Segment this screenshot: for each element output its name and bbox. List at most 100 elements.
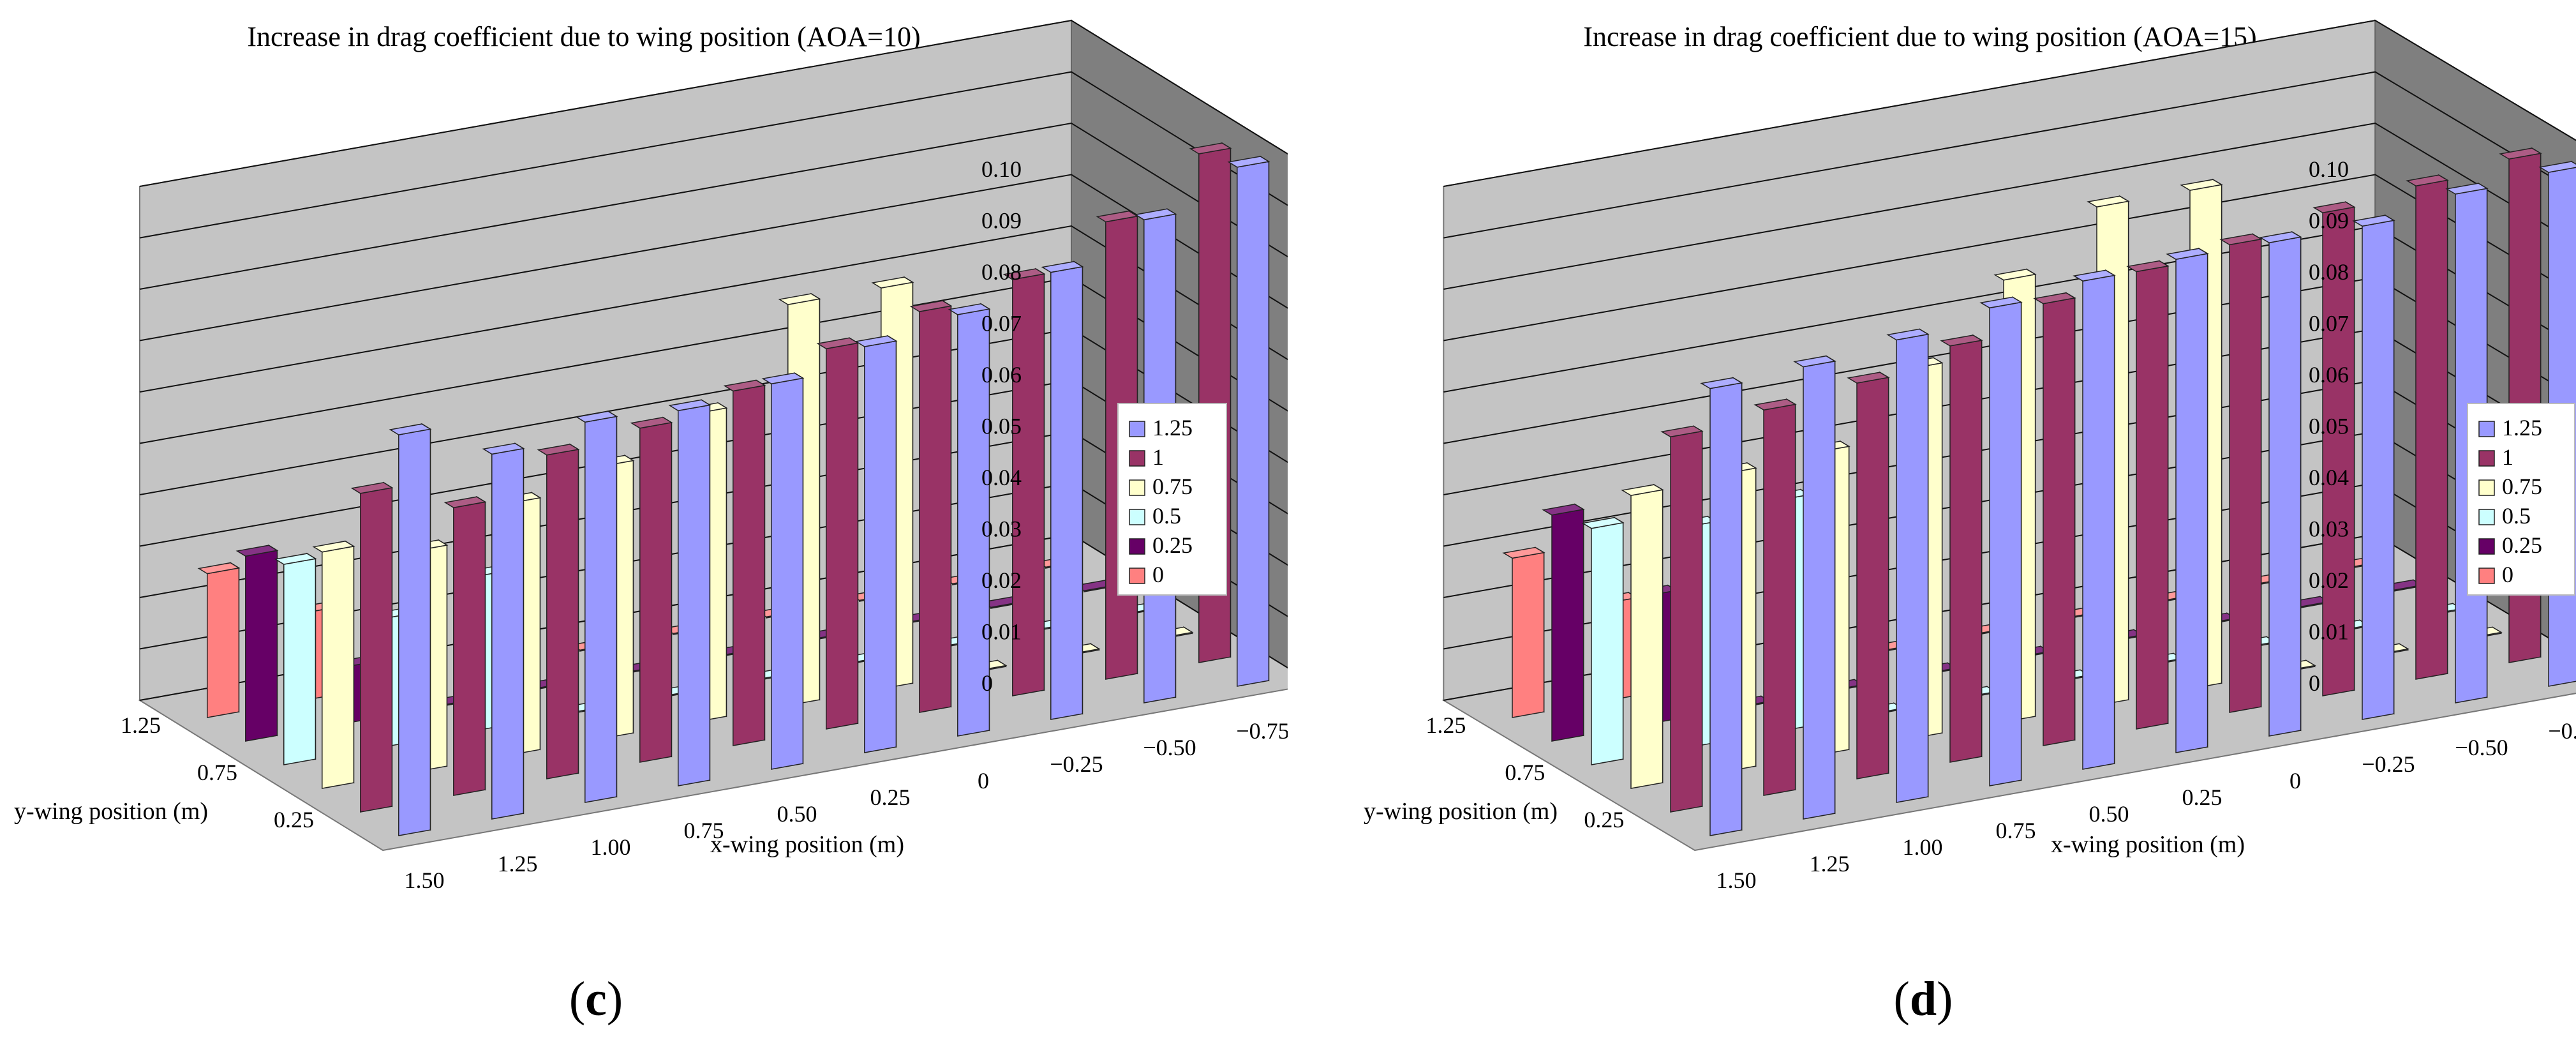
x-tick-label: 1.25 bbox=[1810, 851, 1850, 876]
bar-1_25-0 bbox=[389, 423, 432, 836]
figure-caption: (d) bbox=[1894, 972, 1953, 1026]
legend-label: 0 bbox=[1152, 562, 1164, 587]
x-tick-label: 0.75 bbox=[1996, 818, 2036, 843]
bar-1-1 bbox=[1753, 398, 1797, 796]
y-tick-label: 0.25 bbox=[274, 807, 314, 832]
bar-0-0 bbox=[197, 562, 241, 718]
y-tick-label: 1.25 bbox=[121, 712, 161, 738]
z-tick-label: 0.07 bbox=[981, 311, 1022, 336]
z-tick-label: 0.04 bbox=[2309, 465, 2349, 490]
y-axis-ticks: 1.25 0.75 0.25 bbox=[121, 712, 314, 832]
x-tick-label: 0.50 bbox=[777, 801, 817, 827]
bar-1_25-7 bbox=[2352, 214, 2395, 720]
x-tick-label: −0.50 bbox=[2455, 735, 2508, 760]
gridline bbox=[1443, 122, 2576, 290]
bar-1_25-5 bbox=[2166, 247, 2209, 753]
legend: 1.25 1 0.75 0.5 0.25 0 bbox=[2467, 403, 2575, 596]
x-tick-label: 1.00 bbox=[1903, 834, 1943, 860]
x-tick-label: −0.50 bbox=[1143, 735, 1196, 760]
legend: 1.25 1 0.75 0.5 0.25 0 bbox=[1117, 403, 1227, 596]
x-axis-ticks: 1.50 1.25 1.00 0.75 0.50 0.25 0 −0.25 −0.50 −0.75 bbox=[405, 718, 1288, 893]
bar-1_25-9 bbox=[1227, 155, 1270, 687]
bar-0_5-0 bbox=[1581, 516, 1625, 765]
y-axis-label: y-wing position (m) bbox=[1364, 798, 1558, 825]
gridline bbox=[1443, 71, 2576, 239]
legend-label: 1.25 bbox=[2502, 415, 2542, 440]
bar-1_25-2 bbox=[1886, 328, 1930, 803]
bar-1_25-6 bbox=[948, 303, 991, 737]
bar3d-chart-d: Increase in drag coefficient due to wing… bbox=[1364, 19, 2576, 1026]
bar-0_25-0 bbox=[235, 544, 279, 742]
legend-swatch bbox=[1129, 568, 1145, 584]
bar-1-1 bbox=[443, 495, 487, 796]
z-axis-ticks: 0 0.01 0.02 0.03 0.04 0.05 0.06 0.07 0.08 0.09 0.1… bbox=[2309, 156, 2349, 696]
gridline bbox=[139, 174, 1288, 342]
legend-swatch bbox=[1129, 479, 1145, 496]
legend-swatch bbox=[1129, 421, 1145, 437]
bar-1-8 bbox=[2406, 174, 2449, 680]
y-axis-ticks: 1.25 0.75 0.25 bbox=[1426, 712, 1624, 832]
legend-label: 0.25 bbox=[2502, 532, 2542, 558]
x-tick-label: 0.50 bbox=[2089, 801, 2129, 827]
x-tick-label: −0.25 bbox=[2362, 751, 2415, 777]
x-tick-label: −0.25 bbox=[1050, 751, 1103, 777]
y-tick-label: 0.75 bbox=[197, 760, 237, 785]
legend-label: 0.5 bbox=[1152, 503, 1181, 529]
bar-1_25-1 bbox=[1793, 355, 1836, 820]
gridline bbox=[139, 71, 1288, 239]
y-tick-label: 1.25 bbox=[1426, 712, 1466, 738]
bar-1-5 bbox=[2126, 260, 2170, 730]
caption-open-paren: ( bbox=[569, 972, 585, 1026]
bar-1_25-5 bbox=[854, 335, 898, 753]
z-tick-label: 0.02 bbox=[981, 568, 1022, 593]
z-tick-label: 0 bbox=[2309, 670, 2320, 696]
y-tick-label: 0.25 bbox=[1584, 807, 1624, 832]
gridline bbox=[139, 19, 1288, 187]
z-tick-label: 0.05 bbox=[981, 414, 1022, 439]
legend-label: 1 bbox=[1152, 444, 1164, 470]
z-tick-label: 0.09 bbox=[2309, 208, 2349, 234]
bar-1_25-3 bbox=[668, 399, 711, 786]
bar-1-4 bbox=[723, 379, 766, 746]
bar-1_25-4 bbox=[2073, 269, 2116, 770]
gridline bbox=[1443, 19, 2576, 187]
figure-caption: (c) bbox=[569, 972, 623, 1026]
legend-swatch bbox=[2478, 509, 2495, 525]
x-tick-label: 0.75 bbox=[684, 818, 724, 843]
x-tick-label: 1.25 bbox=[498, 851, 538, 876]
x-tick-label: −0.75 bbox=[1236, 718, 1288, 744]
caption-close-paren: ) bbox=[607, 972, 623, 1026]
bar3d-chart-c: Increase in drag coefficient due to wing… bbox=[14, 19, 1288, 1026]
legend-swatch bbox=[2478, 538, 2495, 555]
bar-1-7 bbox=[1002, 267, 1046, 696]
bar-1-7 bbox=[2312, 200, 2356, 696]
legend-label: 0.75 bbox=[2502, 474, 2542, 499]
bar-1-3 bbox=[1940, 334, 1983, 763]
z-tick-label: 0.01 bbox=[981, 619, 1022, 645]
x-tick-label: 0 bbox=[2289, 768, 2301, 794]
legend-swatch bbox=[1129, 509, 1145, 525]
legend-swatch bbox=[1129, 450, 1145, 467]
gridline bbox=[139, 122, 1288, 290]
z-tick-label: 0.03 bbox=[2309, 516, 2349, 542]
bar-0_75-0 bbox=[1621, 483, 1664, 789]
z-tick-label: 0.08 bbox=[2309, 259, 2349, 285]
chart-title: Increase in drag coefficient due to wing… bbox=[1583, 21, 2256, 52]
x-tick-label: 1.50 bbox=[1716, 868, 1757, 893]
chart-title: Increase in drag coefficient due to wing… bbox=[247, 21, 920, 52]
bar-1_25-6 bbox=[2259, 230, 2302, 737]
bar-1_25-3 bbox=[1979, 296, 2023, 786]
bar-0_25-0 bbox=[1542, 503, 1585, 742]
bar-0-0 bbox=[1502, 546, 1545, 718]
legend-swatch bbox=[2478, 568, 2495, 584]
caption-letter: c bbox=[585, 972, 607, 1026]
x-tick-label: 1.00 bbox=[591, 834, 631, 860]
z-tick-label: 0.02 bbox=[2309, 568, 2349, 593]
legend-swatch bbox=[1129, 538, 1145, 555]
chart-panel-d: Increase in drag coefficient due to wing… bbox=[1288, 0, 2576, 1038]
bar-1-0 bbox=[350, 481, 394, 813]
legend-swatch bbox=[2478, 479, 2495, 496]
bar-1-6 bbox=[2219, 233, 2263, 713]
bar-1_25-0 bbox=[1700, 377, 1743, 836]
chart-panel-c: Increase in drag coefficient due to wing… bbox=[14, 19, 1288, 1026]
